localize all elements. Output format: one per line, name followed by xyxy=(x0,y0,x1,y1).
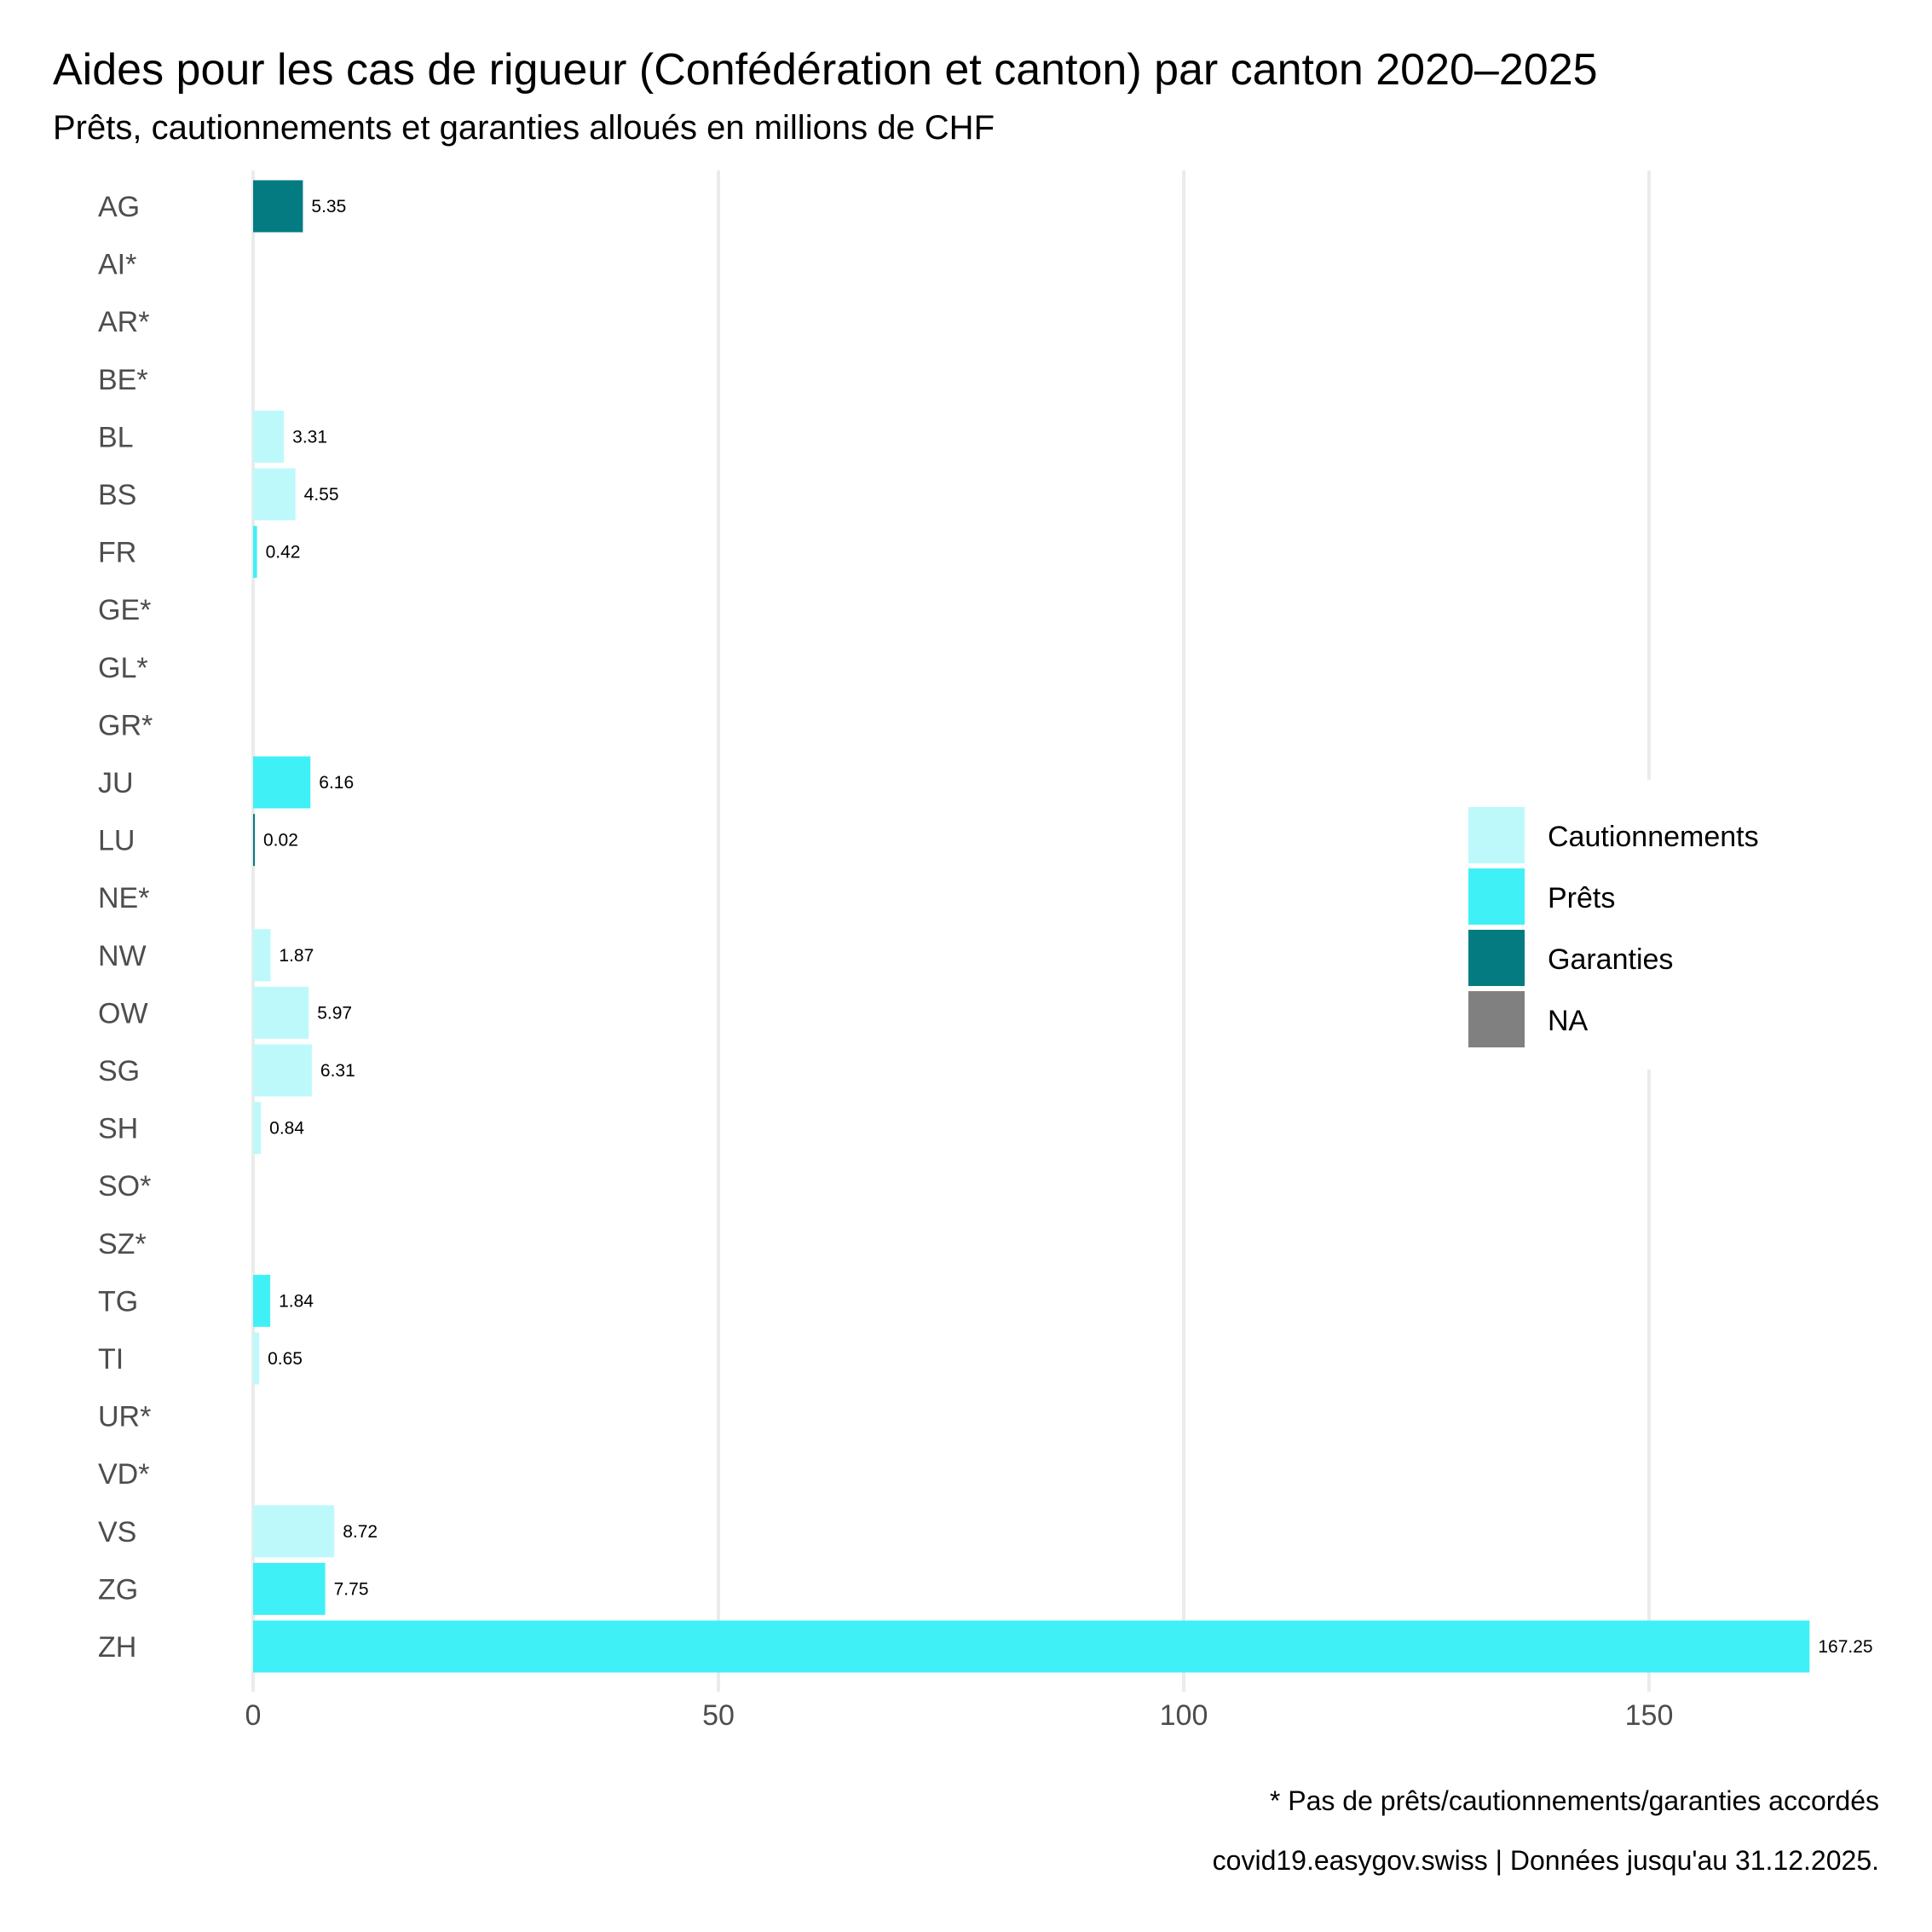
y-tick-label: TI xyxy=(98,1343,124,1375)
bar-ag xyxy=(253,180,303,233)
data-labels: 5.35 3.31 4.55 0.42 6.16 0.02 1.87 5.97 6.31 0.84… xyxy=(263,197,1873,1657)
y-tick-label: GL* xyxy=(98,652,148,684)
data-label: 5.97 xyxy=(317,1003,352,1023)
y-tick-label: NW xyxy=(98,940,147,972)
data-label: 4.55 xyxy=(304,485,339,505)
y-tick-label: ZH xyxy=(98,1631,136,1664)
y-tick-label: VS xyxy=(98,1516,136,1548)
bar-ju xyxy=(253,756,311,809)
legend-swatch-prêts xyxy=(1468,868,1525,925)
data-label: 3.31 xyxy=(292,427,327,447)
chart-subtitle: Prêts, cautionnements et garanties allou… xyxy=(53,109,995,147)
data-label: 6.31 xyxy=(320,1061,355,1081)
y-tick-label: BL xyxy=(98,421,134,453)
legend-label: Garanties xyxy=(1548,943,1673,976)
y-axis-labels: AG AI* AR* BE* BL BS FR GE* GL* GR* JU LU NE* NW OW SG S… xyxy=(98,191,153,1664)
y-tick-label: AR* xyxy=(98,306,149,338)
y-tick-label: JU xyxy=(98,767,134,799)
bar-lu xyxy=(253,814,255,867)
caption-source: covid19.easygov.swiss | Données jusqu'au… xyxy=(1212,1845,1879,1876)
bar-ti xyxy=(253,1332,260,1385)
x-axis-labels: 0 50 100 150 xyxy=(245,1699,1674,1732)
legend-label: Cautionnements xyxy=(1548,821,1759,853)
data-label: 7.75 xyxy=(334,1579,369,1599)
y-tick-label: UR* xyxy=(98,1401,151,1433)
legend-swatch-garanties xyxy=(1468,930,1525,986)
bar-sg xyxy=(253,1044,312,1097)
data-label: 0.42 xyxy=(266,543,301,562)
y-tick-label: FR xyxy=(98,537,136,569)
y-tick-label: OW xyxy=(98,997,148,1029)
bar-fr xyxy=(253,526,257,579)
data-label: 0.65 xyxy=(268,1349,303,1369)
chart-title: Aides pour les cas de rigueur (Confédéra… xyxy=(53,45,1598,95)
data-label: 5.35 xyxy=(311,197,346,216)
bar-zh xyxy=(253,1620,1810,1673)
bar-bs xyxy=(253,468,296,521)
legend-label: NA xyxy=(1548,1005,1589,1037)
data-label: 1.87 xyxy=(279,946,314,966)
bar-ow xyxy=(253,986,309,1039)
data-label: 167.25 xyxy=(1818,1637,1872,1657)
y-tick-label: BS xyxy=(98,479,136,511)
bars xyxy=(253,180,1810,1673)
y-tick-label: AI* xyxy=(98,249,136,281)
y-tick-label: VD* xyxy=(98,1458,149,1491)
caption-note: * Pas de prêts/cautionnements/garanties … xyxy=(1269,1785,1879,1816)
y-tick-label: SZ* xyxy=(98,1228,147,1260)
bar-nw xyxy=(253,929,271,982)
legend-swatch-cautionnements xyxy=(1468,807,1525,863)
bar-tg xyxy=(253,1274,271,1327)
data-label: 0.02 xyxy=(263,831,298,851)
y-tick-label: LU xyxy=(98,825,135,857)
x-tick-label: 100 xyxy=(1160,1699,1208,1732)
x-tick-label: 50 xyxy=(702,1699,735,1732)
y-tick-label: BE* xyxy=(98,364,148,396)
y-tick-label: GE* xyxy=(98,594,151,626)
y-tick-label: SG xyxy=(98,1055,140,1087)
x-tick-label: 0 xyxy=(245,1699,262,1732)
y-tick-label: NE* xyxy=(98,882,149,914)
legend-swatch-na xyxy=(1468,991,1525,1047)
legend: Cautionnements Prêts Garanties NA xyxy=(1449,780,1824,1070)
y-tick-label: GR* xyxy=(98,709,153,741)
y-tick-label: SH xyxy=(98,1113,138,1145)
data-label: 6.16 xyxy=(319,773,354,793)
bar-sh xyxy=(253,1102,262,1155)
gridlines xyxy=(251,170,1651,1692)
legend-label: Prêts xyxy=(1548,882,1615,914)
y-tick-label: TG xyxy=(98,1285,138,1318)
y-tick-label: ZG xyxy=(98,1573,138,1606)
data-label: 8.72 xyxy=(343,1522,378,1542)
x-tick-label: 150 xyxy=(1625,1699,1674,1732)
bar-vs xyxy=(253,1505,335,1558)
bar-zg xyxy=(253,1562,326,1615)
y-tick-label: SO* xyxy=(98,1170,151,1202)
data-label: 1.84 xyxy=(279,1291,314,1311)
bar-bl xyxy=(253,410,285,463)
data-label: 0.84 xyxy=(269,1119,304,1139)
y-tick-label: AG xyxy=(98,191,140,223)
